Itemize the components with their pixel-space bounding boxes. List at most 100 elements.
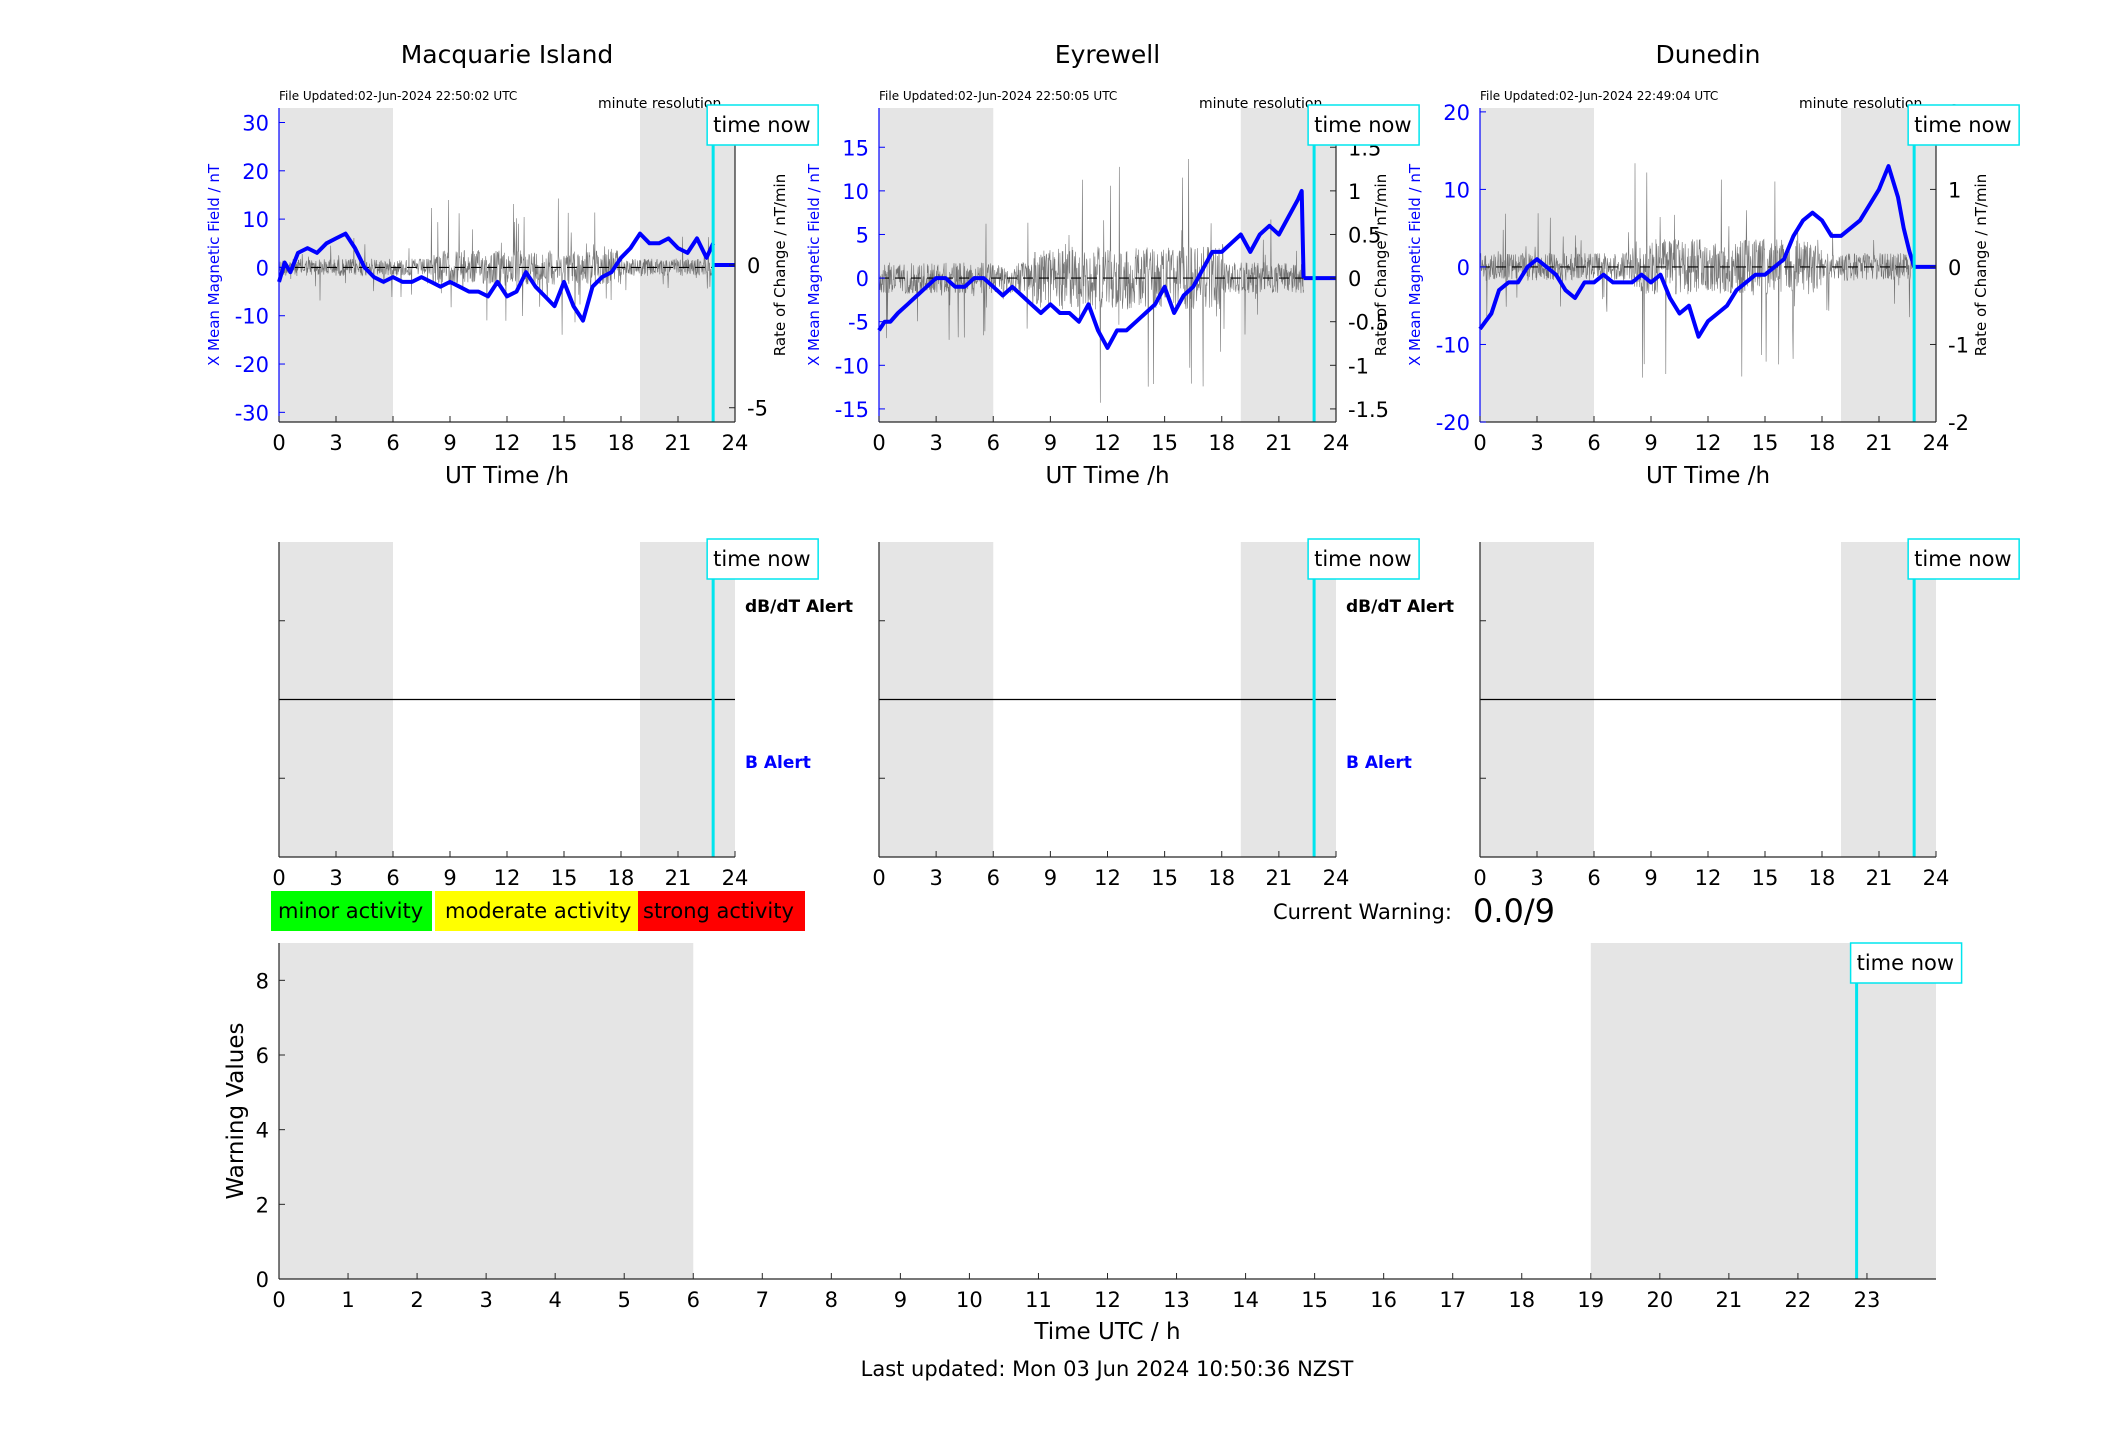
y-tick-label-right: -5 — [747, 397, 768, 421]
time-now-label: time now — [1857, 951, 1954, 975]
time-now-box — [1907, 104, 2020, 146]
b-alert-label: B Alert — [1346, 753, 1412, 773]
station-title: Eyrewell — [1055, 40, 1160, 69]
x-tick-label: 16 — [1370, 1288, 1397, 1312]
time-now-label: time now — [713, 113, 810, 137]
y-tick-label-left: -20 — [1436, 411, 1470, 435]
resolution-label: minute resolution — [1199, 96, 1322, 112]
x-tick-label: 0 — [272, 431, 285, 455]
b-alert-label: B Alert — [745, 753, 811, 773]
x-tick-label: 24 — [1323, 866, 1350, 890]
x-tick-label: 15 — [1752, 431, 1779, 455]
x-tick-label: 24 — [1323, 431, 1350, 455]
y-axis-label-right: Rate of Change / nT/min — [1972, 174, 1990, 356]
x-tick-label: 15 — [1301, 1288, 1328, 1312]
y-tick-label-left: -20 — [235, 353, 269, 377]
x-tick-label: 0 — [1473, 431, 1486, 455]
x-tick-label: 4 — [548, 1288, 561, 1312]
file-updated: File Updated:02-Jun-2024 22:50:05 UTC — [879, 89, 1117, 103]
x-tick-label: 21 — [1866, 431, 1893, 455]
x-tick-label: 9 — [443, 866, 456, 890]
x-tick-label: 13 — [1163, 1288, 1190, 1312]
station-title: Macquarie Island — [401, 40, 614, 69]
x-tick-label: 9 — [1644, 431, 1657, 455]
x-tick-label: 12 — [1094, 431, 1121, 455]
x-tick-label: 23 — [1854, 1288, 1881, 1312]
y-tick-label-right: 1 — [1348, 180, 1361, 204]
time-now-box — [1849, 942, 1963, 984]
y-tick-label-left: -5 — [848, 311, 869, 335]
y-axis-label-right: Rate of Change / nT/min — [771, 174, 789, 356]
x-tick-label: 6 — [386, 866, 399, 890]
file-updated: File Updated:02-Jun-2024 22:49:04 UTC — [1480, 89, 1718, 103]
db-dt-alert-label: dB/dT Alert — [745, 597, 853, 617]
station-title: Dunedin — [1656, 40, 1761, 69]
field-series-line — [877, 188, 1306, 350]
x-tick-label: 18 — [1809, 866, 1836, 890]
x-tick-label: 0 — [872, 431, 885, 455]
rate-of-change-trace — [1479, 163, 1915, 378]
x-tick-label: 12 — [1094, 1288, 1121, 1312]
x-tick-label: 11 — [1025, 1288, 1052, 1312]
x-tick-label: 19 — [1577, 1288, 1604, 1312]
legend-moderate: moderate activity — [445, 899, 631, 923]
y-tick-label-left: 5 — [856, 223, 869, 247]
time-now-box — [1307, 104, 1420, 146]
y-tick-label: 4 — [256, 1119, 269, 1143]
y-tick-label-left: 20 — [242, 160, 269, 184]
x-tick-label: 0 — [872, 866, 885, 890]
time-now-label: time now — [713, 547, 810, 571]
x-tick-label: 21 — [665, 866, 692, 890]
station-plot-0: 0 3 6 9 12 15 18 21 24 UT Time /h 30 20 10 0 -10 -20 -30… — [205, 40, 819, 489]
alert-plot-2: 0 3 6 9 12 15 18 21 24 time now — [1473, 538, 2020, 890]
y-tick-label-right: -1.5 — [1348, 398, 1389, 422]
x-tick-label: 12 — [494, 866, 521, 890]
time-now-box — [706, 538, 819, 580]
y-tick-label-left: 10 — [242, 208, 269, 232]
x-tick-label: 21 — [1716, 1288, 1743, 1312]
x-tick-label: 12 — [1695, 866, 1722, 890]
x-tick-label: 2 — [410, 1288, 423, 1312]
x-tick-label: 3 — [1530, 431, 1543, 455]
x-tick-label: 0 — [272, 866, 285, 890]
x-tick-label: 17 — [1439, 1288, 1466, 1312]
x-tick-label: 21 — [1266, 866, 1293, 890]
y-tick-label-left: 30 — [242, 111, 269, 135]
y-axis-label-left: X Mean Magnetic Field / nT — [1406, 163, 1424, 366]
x-tick-label: 14 — [1232, 1288, 1259, 1312]
field-series-line — [1478, 164, 1917, 339]
y-tick-label-left: 0 — [856, 267, 869, 291]
y-tick-label-left: -15 — [835, 398, 869, 422]
y-tick-label-right: 0 — [1948, 256, 1961, 280]
x-tick-label: 24 — [722, 431, 749, 455]
y-tick-label-left: 10 — [842, 180, 869, 204]
x-tick-label: 3 — [929, 866, 942, 890]
y-tick-label-right: 0.5 — [1348, 223, 1381, 247]
x-tick-label: 21 — [1866, 866, 1893, 890]
x-tick-label: 12 — [1695, 431, 1722, 455]
alert-plot-0: 0 3 6 9 12 15 18 21 24 time now dB/dT Alert B Alert — [272, 538, 853, 890]
rate-of-change-trace — [878, 158, 1304, 403]
x-tick-label: 21 — [1266, 431, 1293, 455]
y-tick-label: 6 — [256, 1044, 269, 1068]
x-tick-label: 6 — [386, 431, 399, 455]
y-tick-label-left: 20 — [1443, 101, 1470, 125]
y-tick-label-right: -1 — [1348, 354, 1369, 378]
x-tick-label: 15 — [551, 431, 578, 455]
x-tick-label: 3 — [1530, 866, 1543, 890]
x-tick-label: 18 — [1208, 431, 1235, 455]
x-tick-label: 6 — [687, 1288, 700, 1312]
night-shade — [879, 108, 994, 422]
y-tick-label-left: -10 — [835, 354, 869, 378]
x-tick-label: 18 — [1508, 1288, 1535, 1312]
y-tick-label-right: 0 — [1348, 267, 1361, 291]
legend-strong-swatch — [638, 891, 805, 931]
x-tick-label: 3 — [329, 431, 342, 455]
y-tick-label-right: 0 — [747, 254, 760, 278]
x-tick-label: 18 — [1208, 866, 1235, 890]
y-axis-label: Warning Values — [223, 1022, 249, 1199]
alert-panels: 0 3 6 9 12 15 18 21 24 time now dB/dT Alert B Alert… — [272, 538, 2020, 890]
